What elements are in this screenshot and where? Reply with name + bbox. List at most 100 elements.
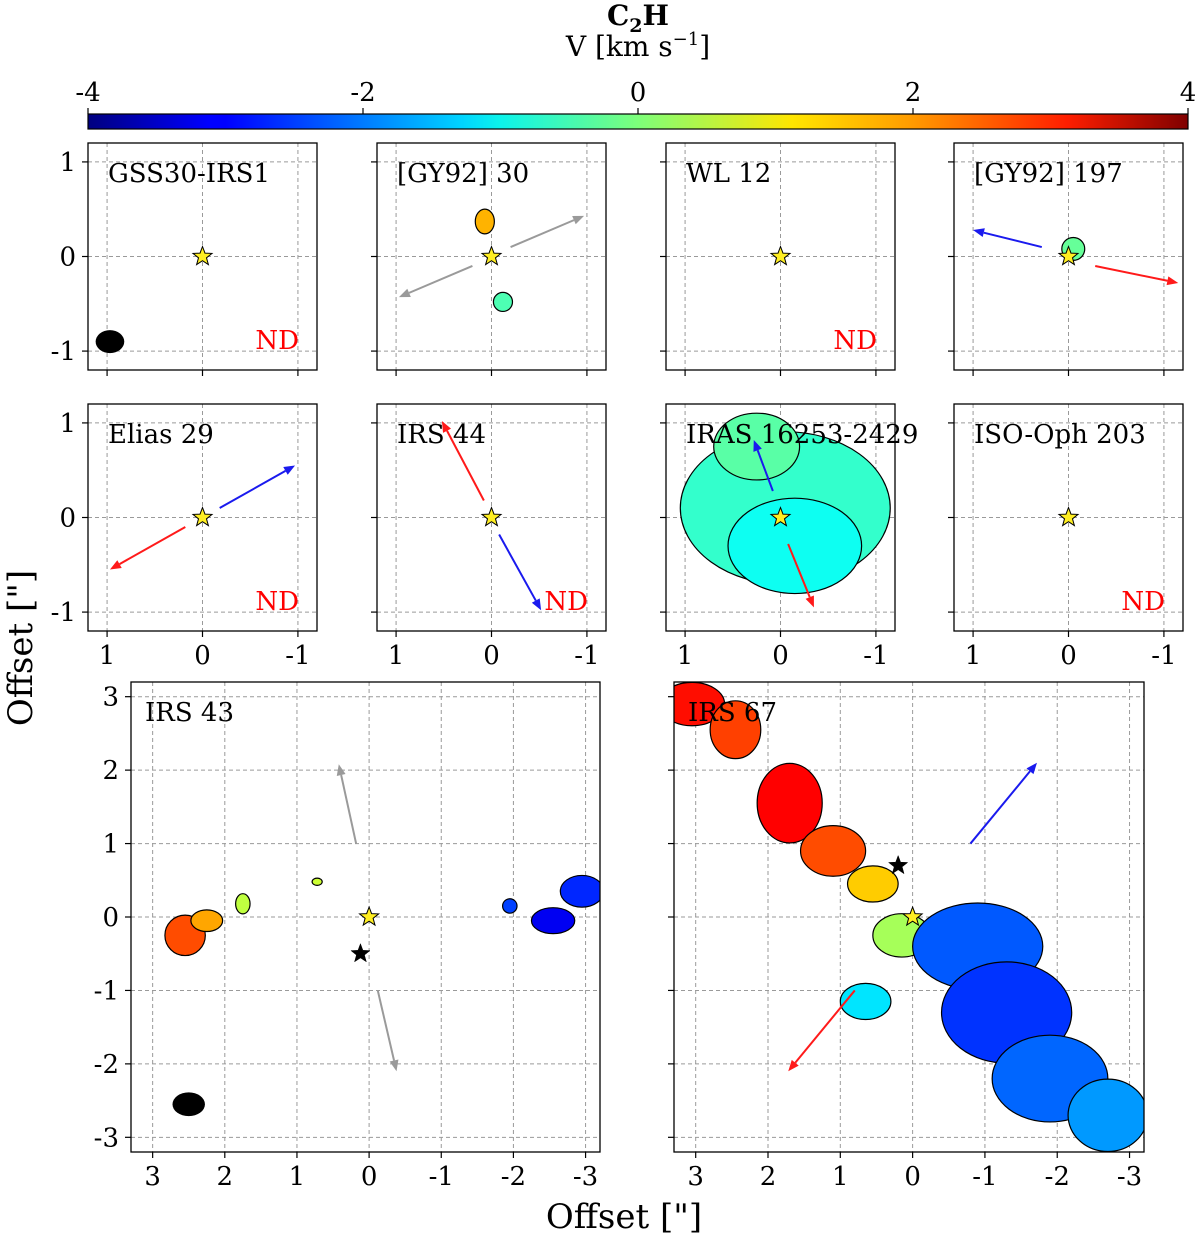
outflow-arrow-red: [787, 543, 814, 608]
outflow-arrow-red: [788, 989, 856, 1072]
panel-gss30-irs1: GSS30-IRS1 ND 1 0 -1: [51, 142, 318, 376]
colorbar-label: V [km s−1]: [565, 29, 710, 63]
emission-region: [501, 898, 518, 914]
beam-ellipse: [95, 330, 125, 354]
x-tick-label: -1: [429, 1162, 454, 1192]
panel-gy92-197: [GY92] 197: [948, 142, 1184, 376]
outflow-arrow-blue: [969, 762, 1037, 845]
panel-iso-oph-203: ISO-Oph 203 ND 1 0 -1: [948, 403, 1184, 671]
protostar-marker: [1057, 506, 1080, 527]
x-tick-label: -3: [1117, 1162, 1142, 1192]
panel-elias-29: Elias 29 ND 1 0 -1 1 0 -1: [51, 403, 318, 671]
emission-region: [799, 824, 867, 877]
x-tick-label: -1: [1151, 641, 1176, 671]
colorbar-tick-label: 0: [630, 78, 647, 108]
y-tick-label: -2: [94, 1050, 119, 1080]
x-tick-label: 0: [904, 1162, 921, 1192]
x-tick-label: 1: [677, 641, 694, 671]
panel-irs-43: IRS 43 3 2 1 0 -1 -2 -3 3 2 1 0 -1 -2 -3: [94, 681, 601, 1192]
x-axis-label: Offset ["]: [546, 1197, 702, 1237]
panel-wl-12: WL 12 ND: [660, 142, 896, 376]
emission-region: [756, 762, 823, 844]
emission-region: [311, 877, 323, 886]
non-detection-label: ND: [1121, 587, 1165, 617]
outflow-arrow-blue: [219, 465, 296, 509]
outflow-arrow-blue: [753, 439, 774, 492]
protostar-marker: [480, 245, 503, 266]
panel-title: IRS 44: [397, 420, 486, 450]
y-tick-label: 0: [59, 243, 76, 273]
outflow-arrow-blue: [973, 228, 1043, 249]
outflow-arrow-red: [1095, 264, 1179, 286]
protostar-marker: [191, 245, 214, 266]
x-tick-label: 2: [760, 1162, 777, 1192]
y-tick-label: 2: [102, 756, 119, 786]
y-tick-label: 0: [102, 903, 119, 933]
outflow-arrow-gray: [376, 990, 399, 1072]
x-tick-label: 1: [99, 641, 116, 671]
x-tick-label: 2: [217, 1162, 234, 1192]
x-tick-label: 0: [483, 641, 500, 671]
y-tick-label: -1: [51, 337, 76, 367]
colorbar-tick-label: -4: [75, 78, 100, 108]
emission-region: [235, 893, 251, 915]
colorbar-tick-label: 2: [905, 78, 922, 108]
x-tick-label: 1: [965, 641, 982, 671]
y-tick-label: 1: [102, 830, 119, 860]
beam-ellipse: [172, 1092, 205, 1117]
panel-title: Elias 29: [108, 420, 214, 450]
panel-title: [GY92] 197: [974, 159, 1123, 189]
panel-title: IRAS 16253-2429: [686, 420, 918, 450]
x-tick-label: -1: [574, 641, 599, 671]
x-tick-label: -1: [285, 641, 310, 671]
y-axis-label: Offset ["]: [1, 570, 41, 726]
panel-irs-67: IRS 67 3 2 1 0 -1 -2 -3: [668, 681, 1145, 1192]
x-tick-label: 3: [687, 1162, 704, 1192]
x-tick-label: -2: [501, 1162, 526, 1192]
panel-gy92-30: [GY92] 30: [371, 142, 607, 376]
emission-region: [492, 291, 514, 313]
y-tick-label: -1: [94, 976, 119, 1006]
x-tick-label: -2: [1045, 1162, 1070, 1192]
x-tick-label: -1: [863, 641, 888, 671]
non-detection-label: ND: [255, 587, 299, 617]
x-tick-label: 3: [144, 1162, 161, 1192]
protostar-marker: [901, 905, 924, 927]
emission-region: [727, 497, 863, 595]
emission-region: [709, 700, 762, 760]
non-detection-label: ND: [544, 587, 588, 617]
y-tick-label: 1: [59, 409, 76, 439]
x-tick-label: 0: [194, 641, 211, 671]
panel-irs-44: IRS 44 ND 1 0 -1: [371, 403, 607, 671]
panel-title: [GY92] 30: [397, 159, 529, 189]
protostar-marker: [480, 506, 503, 527]
panel-iras-16253-2429: IRAS 16253-2429 1 0 -1: [660, 403, 918, 671]
colorbar-tick-label: -2: [350, 78, 375, 108]
outflow-arrow-red: [109, 526, 186, 570]
protostar-marker: [1057, 245, 1080, 266]
outflow-arrow-gray: [336, 764, 358, 844]
outflow-arrow-gray: [398, 265, 473, 298]
panel-title: WL 12: [686, 159, 771, 189]
emission-region: [474, 208, 495, 235]
protostar-marker: [191, 506, 214, 527]
companion-star-marker: [350, 943, 371, 963]
y-tick-label: 1: [59, 148, 76, 178]
panel-title: IRS 67: [688, 698, 777, 728]
emission-region: [846, 865, 899, 903]
colorbar-gradient-bar: [87, 113, 1189, 130]
emission-region: [559, 874, 600, 908]
y-tick-label: -3: [94, 1123, 119, 1153]
outflow-arrow-red: [441, 421, 485, 501]
non-detection-label: ND: [833, 326, 877, 356]
emission-region: [1067, 1078, 1144, 1152]
x-tick-label: 1: [289, 1162, 306, 1192]
protostar-marker: [769, 245, 792, 266]
x-tick-label: 0: [1060, 641, 1077, 671]
colorbar: C2H V [km s−1] -4 -2 0 2 4: [75, 0, 1197, 130]
colorbar-tick-label: 4: [1180, 78, 1197, 108]
x-tick-label: -3: [573, 1162, 598, 1192]
colorbar-molecule-title: C2H: [607, 0, 669, 37]
x-tick-label: -1: [972, 1162, 997, 1192]
